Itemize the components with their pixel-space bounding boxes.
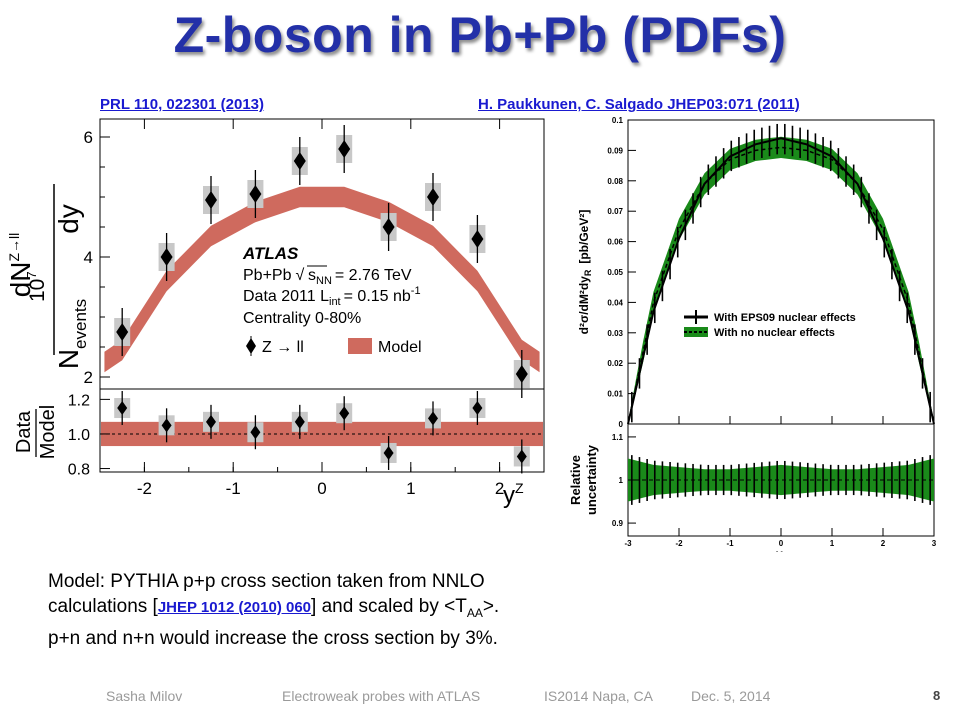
- y-axis-title: d²σ/dM²dyR[pb/GeV²]: [577, 210, 593, 335]
- x-tick-label: 2: [881, 539, 886, 548]
- y-tick-label: 6: [84, 128, 93, 147]
- data-point: [116, 323, 129, 341]
- legend-marker-eps09: [684, 310, 708, 324]
- x-tick-label: 0: [317, 479, 326, 498]
- page-number: 8: [933, 688, 941, 703]
- x-tick-label: -1: [226, 479, 241, 498]
- legend-marker-model: [348, 338, 372, 354]
- reference-link-prl[interactable]: PRL 110, 022301 (2013): [100, 96, 265, 113]
- legend-label-model: Model: [378, 339, 422, 356]
- y-tick-label: 0.07: [607, 207, 623, 216]
- legend-centrality: Centrality 0-80%: [243, 310, 361, 327]
- y-tick-label: 0.03: [607, 329, 623, 338]
- footer-talk: Electroweak probes with ATLAS: [282, 688, 481, 704]
- ratio-point: [117, 401, 128, 416]
- data-point: [338, 140, 351, 158]
- y-tick-label: 0.05: [607, 268, 623, 277]
- data-point: [205, 191, 217, 209]
- y-tick-label: 0.1: [612, 116, 624, 125]
- ratio-y-axis-title: Data Model: [13, 405, 59, 459]
- ratio-point: [383, 445, 394, 460]
- ratio-point: [294, 414, 305, 429]
- eps09-curve: [627, 137, 935, 425]
- jhep-reference-link[interactable]: JHEP 1012 (2010) 060: [157, 599, 312, 616]
- x-tick-label: 2: [495, 479, 504, 498]
- ratio-point: [161, 418, 172, 433]
- atlas-z-boson-plot: 2 4 6 0.8 1.0 1.2 -2 -1 0 1 2 107 dNZ→ll dy Nevent…: [5, 118, 545, 509]
- svg-text:107: 107: [24, 271, 49, 302]
- x-tick-label: 1: [830, 539, 835, 548]
- footer-author: Sasha Milov: [106, 688, 183, 704]
- svg-text:Nevents: Nevents: [53, 299, 90, 369]
- ratio-y-tick-label: 1: [619, 476, 624, 485]
- legend-label-no-nuclear: With no nuclear effects: [714, 327, 835, 339]
- atlas-legend: ATLAS Pb+Pb √ sNN = 2.76 TeV Data 2011 Lin…: [242, 244, 422, 356]
- ratio-point: [428, 411, 438, 426]
- slide-title: Z-boson in Pb+Pb (PDFs): [173, 7, 787, 63]
- x-tick-label: -2: [675, 539, 683, 548]
- data-point: [515, 365, 528, 383]
- ratio-y-tick-label: 1.1: [612, 433, 624, 442]
- legend-marker-data: [246, 336, 256, 356]
- ratio-point: [516, 449, 527, 464]
- ratio-point: [339, 406, 350, 421]
- svg-text:Model: Model: [37, 405, 59, 459]
- ratio-green-band: [628, 458, 934, 502]
- legend-data: Data 2011 Lint = 0.15 nb-1: [243, 285, 421, 308]
- svg-text:dNZ→ll: dNZ→ll: [5, 233, 36, 298]
- y-tick-label: 0.01: [607, 390, 623, 399]
- ratio-point: [250, 425, 261, 440]
- body-line-2: calculations [JHEP 1012 (2010) 060] and …: [48, 596, 500, 620]
- y-tick-label: 0.06: [607, 238, 623, 247]
- x-tick-label: -3: [624, 539, 632, 548]
- body-line-1: Model: PYTHIA p+p cross section taken fr…: [48, 571, 485, 592]
- legend-system: Pb+Pb √: [243, 267, 304, 284]
- right-legend: With EPS09 nuclear effects With no nucle…: [684, 310, 856, 339]
- data-point: [382, 218, 395, 236]
- y-tick-label: 0: [619, 420, 624, 429]
- data-point: [471, 230, 484, 248]
- legend-label-eps09: With EPS09 nuclear effects: [714, 312, 856, 324]
- x-axis-title: yZ: [503, 480, 524, 509]
- svg-text:Data: Data: [13, 410, 35, 453]
- y-tick-label: 4: [84, 248, 93, 267]
- data-point: [160, 248, 173, 266]
- paukkunen-salgado-plot: 0 0.01 0.02 0.03 0.04 0.05 0.06 0.07 0.08 0.09 0.1…: [568, 116, 937, 552]
- ratio-y-tick-label: 1.2: [68, 392, 90, 409]
- reference-link-jhep[interactable]: H. Paukkunen, C. Salgado JHEP03:071 (201…: [478, 96, 800, 113]
- ratio-y-tick-label: 1.0: [68, 427, 90, 444]
- data-point: [427, 188, 439, 206]
- legend-energy: sNN = 2.76 TeV: [308, 267, 412, 287]
- x-tick-label: -1: [726, 539, 734, 548]
- svg-text:dy: dy: [53, 204, 84, 234]
- footer-date: Dec. 5, 2014: [691, 688, 771, 704]
- footer-conference: IS2014 Napa, CA: [544, 688, 653, 704]
- data-point: [249, 185, 262, 203]
- legend-experiment: ATLAS: [242, 244, 299, 263]
- legend-label-data: Z → ll: [262, 339, 304, 356]
- slide-body-text: Model: PYTHIA p+p cross section taken fr…: [48, 569, 928, 651]
- ratio-point: [206, 414, 216, 429]
- ratio-y-tick-label: 0.8: [68, 462, 90, 479]
- model-band: [104, 186, 540, 373]
- y-axis-title: 107 dNZ→ll dy Nevents: [5, 184, 90, 369]
- y-tick-label: 0.09: [607, 146, 623, 155]
- x-tick-label: -2: [137, 479, 152, 498]
- y-tick-label: 2: [84, 368, 93, 387]
- x-tick-label: 1: [406, 479, 415, 498]
- x-tick-label: 0: [779, 539, 784, 548]
- ratio-y-tick-label: 0.9: [612, 519, 624, 528]
- data-point: [293, 152, 306, 170]
- y-tick-label: 0.04: [607, 298, 623, 307]
- x-axis-title: yR: [776, 547, 790, 552]
- ratio-point: [472, 401, 483, 416]
- body-line-3: p+n and n+n would increase the cross sec…: [48, 627, 498, 649]
- main-panel-frame: [627, 119, 935, 425]
- x-tick-label: 3: [932, 539, 937, 548]
- y-tick-label: 0.08: [607, 177, 623, 186]
- ratio-y-title-2: uncertainty: [584, 444, 599, 515]
- ratio-y-title-1: Relative: [568, 455, 583, 505]
- y-tick-label: 0.02: [607, 359, 623, 368]
